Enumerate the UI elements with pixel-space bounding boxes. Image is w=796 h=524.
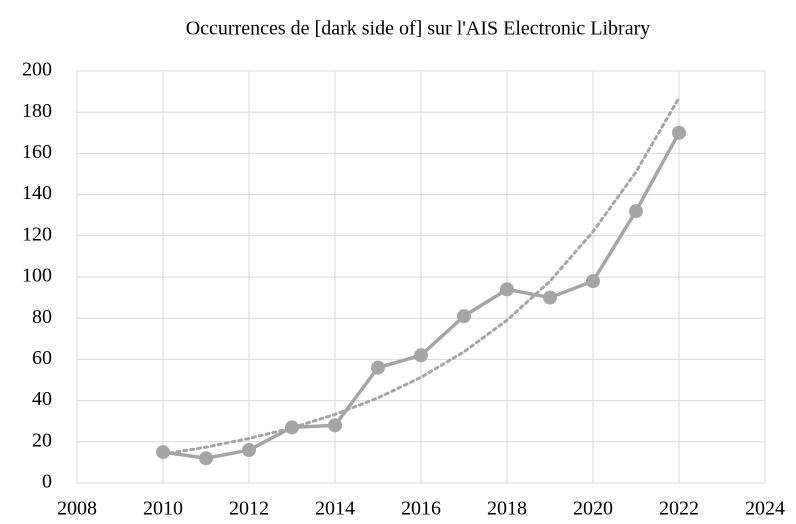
data-point [199, 451, 213, 466]
y-tick-label: 120 [22, 223, 52, 245]
y-tick-label: 180 [22, 100, 52, 122]
trend-line [161, 96, 681, 456]
x-tick-label: 2024 [745, 498, 785, 520]
y-tick-label: 200 [22, 59, 52, 81]
x-tick-label: 2014 [315, 498, 355, 520]
data-point [328, 418, 342, 433]
x-tick-label: 2010 [143, 498, 183, 520]
y-tick-label: 60 [32, 347, 52, 369]
x-tick-label: 2020 [573, 498, 613, 520]
x-tick-label: 2022 [659, 498, 699, 520]
data-point [543, 290, 557, 305]
data-point [586, 274, 600, 289]
data-point [156, 445, 170, 460]
y-tick-label: 160 [22, 141, 52, 163]
data-point [414, 348, 428, 363]
data-point [242, 443, 256, 458]
x-tick-label: 2018 [487, 498, 527, 520]
x-tick-label: 2016 [401, 498, 441, 520]
data-point [371, 360, 385, 375]
y-tick-label: 100 [22, 265, 52, 287]
y-tick-label: 80 [32, 306, 52, 328]
data-point [500, 282, 514, 297]
x-tick-label: 2008 [57, 498, 97, 520]
y-tick-label: 140 [22, 182, 52, 204]
x-tick-label: 2012 [229, 498, 269, 520]
data-point [629, 204, 643, 219]
chart-title: Occurrences de [dark side of] sur l'AIS … [186, 18, 651, 40]
y-tick-label: 0 [42, 471, 52, 493]
y-tick-label: 40 [32, 388, 52, 410]
y-tick-label: 20 [32, 429, 52, 451]
data-point [457, 309, 471, 324]
data-point [672, 125, 686, 140]
